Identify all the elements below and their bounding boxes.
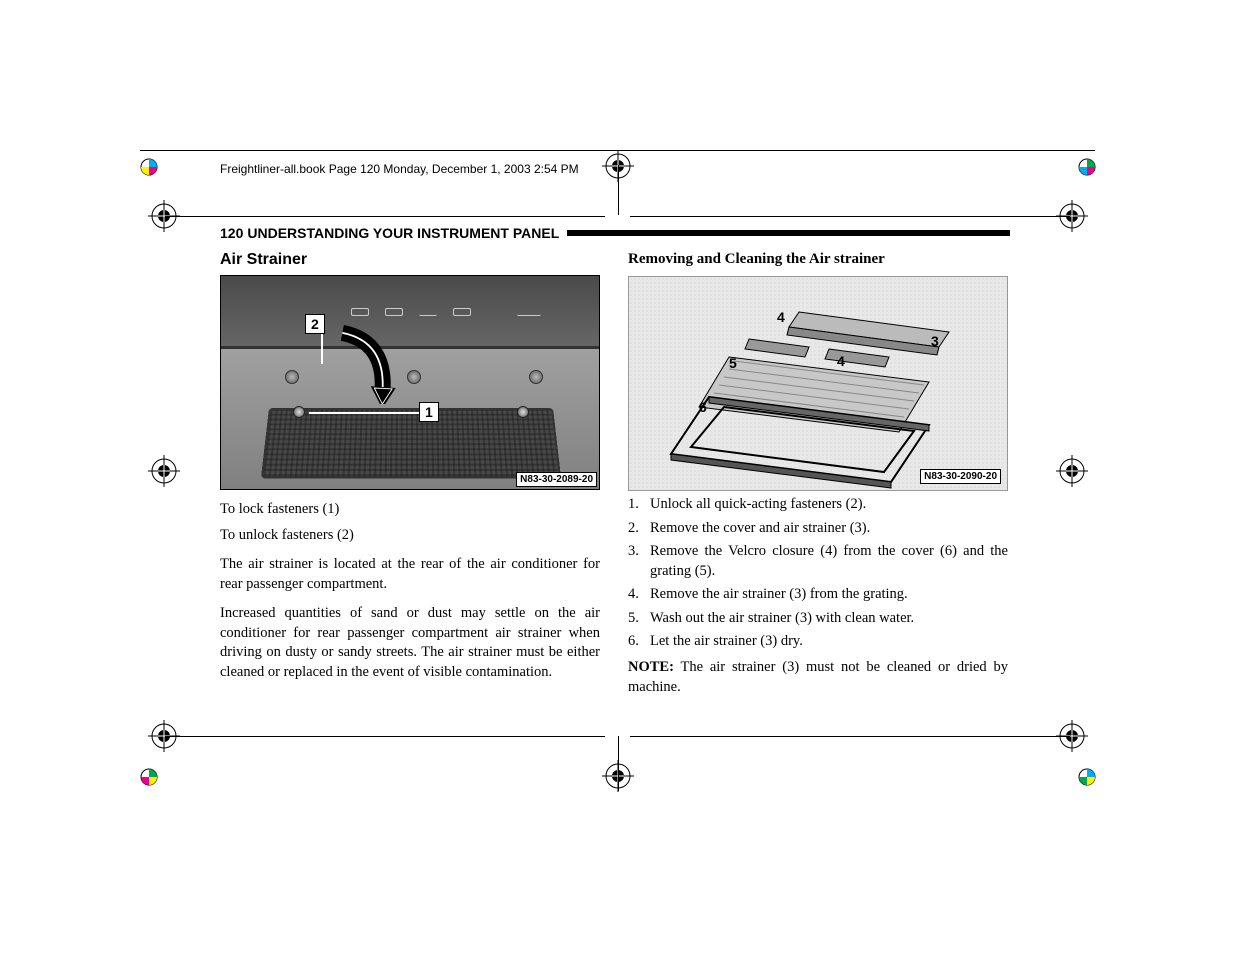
section-header: 120 UNDERSTANDING YOUR INSTRUMENT PANEL — [220, 225, 1010, 241]
air-strainer-grate — [261, 408, 561, 478]
note-paragraph: NOTE: The air strainer (3) must not be c… — [628, 658, 1008, 697]
step-text: Unlock all quick-acting fasteners (2). — [650, 495, 1008, 515]
screw-icon — [285, 370, 299, 384]
figure-air-strainer-exploded: 4 3 4 5 6 N83-30-2090-20 — [628, 276, 1008, 491]
callout-2: 2 — [305, 314, 325, 334]
step-number: 6. — [628, 632, 650, 652]
list-item: 6. Let the air strainer (3) dry. — [628, 632, 1008, 652]
color-swatch-icon — [140, 158, 158, 176]
callout-1: 1 — [419, 402, 439, 422]
crop-line — [630, 216, 1070, 217]
list-item: 5. Wash out the air strainer (3) with cl… — [628, 609, 1008, 629]
para-unlock: To unlock fasteners (2) — [220, 526, 600, 546]
crop-line — [630, 736, 1070, 737]
color-swatch-icon — [140, 768, 158, 786]
screw-icon — [407, 370, 421, 384]
step-number: 2. — [628, 519, 650, 539]
callout-3: 3 — [931, 333, 939, 349]
step-text: Remove the air strainer (3) from the gra… — [650, 585, 1008, 605]
figure-badge: N83-30-2089-20 — [516, 472, 597, 487]
section-title: UNDERSTANDING YOUR INSTRUMENT PANEL — [247, 225, 559, 241]
page-number: 120 — [220, 225, 243, 241]
steps-list: 1. Unlock all quick-acting fasteners (2)… — [628, 495, 1008, 652]
step-number: 5. — [628, 609, 650, 629]
list-item: 4. Remove the air strainer (3) from the … — [628, 585, 1008, 605]
color-swatch-icon — [1078, 158, 1096, 176]
step-text: Remove the Velcro closure (4) from the c… — [650, 542, 1008, 581]
step-number: 4. — [628, 585, 650, 605]
fastener-icon — [517, 406, 529, 418]
figure-badge: N83-30-2090-20 — [920, 469, 1001, 484]
list-item: 3. Remove the Velcro closure (4) from th… — [628, 542, 1008, 581]
left-heading: Air Strainer — [220, 251, 600, 269]
step-text: Let the air strainer (3) dry. — [650, 632, 1008, 652]
step-text: Remove the cover and air strainer (3). — [650, 519, 1008, 539]
step-text: Wash out the air strainer (3) with clean… — [650, 609, 1008, 629]
screw-icon — [529, 370, 543, 384]
crop-line — [618, 736, 619, 791]
header-rule — [567, 230, 1010, 236]
note-text: The air strainer (3) must not be cleaned… — [628, 659, 1008, 695]
step-number: 3. — [628, 542, 650, 581]
crop-line — [618, 165, 619, 215]
para-lock: To lock fasteners (1) — [220, 500, 600, 520]
fastener-icon — [293, 406, 305, 418]
callout-4b: 4 — [837, 353, 845, 369]
callout-6: 6 — [699, 399, 707, 415]
page-content: 120 UNDERSTANDING YOUR INSTRUMENT PANEL … — [220, 225, 1010, 697]
callout-5: 5 — [729, 355, 737, 371]
right-column: Removing and Cleaning the Air strainer — [628, 251, 1008, 697]
leader-line — [309, 412, 421, 414]
vent-slots — [351, 308, 541, 316]
note-label: NOTE: — [628, 659, 674, 675]
figure-air-strainer-installed: 2 1 N83-30-2089-20 — [220, 275, 600, 490]
list-item: 1. Unlock all quick-acting fasteners (2)… — [628, 495, 1008, 515]
left-column: Air Strainer — [220, 251, 600, 697]
two-column-layout: Air Strainer — [220, 251, 1010, 697]
color-swatch-icon — [1078, 768, 1096, 786]
list-item: 2. Remove the cover and air strainer (3)… — [628, 519, 1008, 539]
para-location: The air strainer is located at the rear … — [220, 555, 600, 594]
para-contamination: Increased quantities of sand or dust may… — [220, 604, 600, 682]
step-number: 1. — [628, 495, 650, 515]
rotation-arrow-icon — [329, 324, 409, 404]
crop-line — [165, 736, 605, 737]
callout-4: 4 — [777, 309, 785, 325]
right-heading: Removing and Cleaning the Air strainer — [628, 251, 1008, 268]
book-header-line: Freightliner-all.book Page 120 Monday, D… — [220, 162, 579, 176]
crop-line — [165, 216, 605, 217]
